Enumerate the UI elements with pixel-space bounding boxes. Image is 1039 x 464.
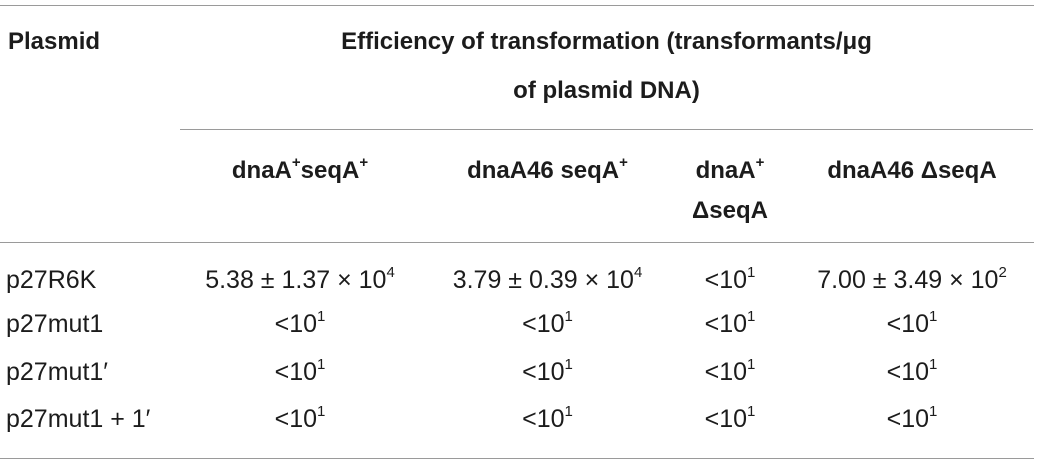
table-cell: <101 (420, 403, 675, 434)
column-header-text: dnaA46 seqA (467, 157, 620, 184)
cell-value: <10 (274, 310, 318, 338)
exponent: 1 (747, 356, 756, 373)
column-header-dnaA-delta-seqA-line1: dnaA+ (675, 154, 785, 185)
table-cell: <101 (785, 403, 1039, 434)
row-label: p27R6K (6, 266, 97, 294)
header-bottom-rule (0, 242, 1034, 243)
superscript: + (755, 154, 765, 171)
exponent: 1 (564, 308, 573, 325)
table-cell: <101 (675, 264, 785, 295)
exponent: 1 (317, 356, 326, 373)
header-efficiency-line2: of plasmid DNA) (513, 77, 700, 104)
cell-value: <10 (522, 358, 565, 386)
column-header-dnaA-delta-seqA-line2: ΔseqA (692, 197, 768, 224)
superscript: + (359, 154, 369, 171)
table-cell: <101 (785, 356, 1039, 387)
cell-value: 7.00 ± 3.49 × 10 (817, 266, 999, 294)
exponent: 2 (998, 264, 1007, 281)
cell-value: <10 (522, 405, 565, 433)
cell-value: <10 (274, 405, 318, 433)
exponent: 4 (633, 264, 643, 281)
column-header-dnaA-seqA: dnaA+seqA+ (180, 154, 420, 185)
exponent: 4 (386, 264, 395, 281)
cell-value: 5.38 ± 1.37 × 10 (205, 266, 387, 294)
cell-value: <10 (704, 405, 748, 433)
table-cell: <101 (785, 308, 1039, 339)
table-cell: <101 (180, 356, 420, 387)
cell-value: <10 (522, 310, 565, 338)
cell-value: <10 (704, 310, 748, 338)
cell-value: 3.79 ± 0.39 × 10 (452, 266, 634, 294)
exponent: 1 (317, 403, 326, 420)
column-header-text: dnaA (231, 157, 292, 184)
table-cell: <101 (675, 403, 785, 434)
table-cell: 5.38 ± 1.37 × 104 (180, 264, 420, 295)
cell-value: <10 (704, 266, 748, 294)
column-header-text: seqA (300, 157, 360, 184)
row-label: p27mut1 (6, 310, 104, 338)
exponent: 1 (929, 308, 938, 325)
exponent: 1 (564, 403, 573, 420)
superscript: + (291, 154, 301, 171)
cell-value: <10 (704, 358, 748, 386)
exponent: 1 (929, 356, 938, 373)
table-bottom-rule (0, 458, 1034, 459)
column-header-dnaA46-seqA: dnaA46 seqA+ (420, 154, 675, 185)
cell-value: <10 (886, 310, 930, 338)
row-label: p27mut1′ (6, 358, 108, 386)
table-cell: <101 (180, 308, 420, 339)
exponent: 1 (317, 308, 326, 325)
cell-value: <10 (886, 358, 930, 386)
table-cell: <101 (420, 356, 675, 387)
cell-value: <10 (886, 405, 930, 433)
column-header-text: dnaA (695, 157, 756, 184)
header-plasmid: Plasmid (8, 28, 101, 55)
table-cell: 3.79 ± 0.39 × 104 (420, 264, 675, 295)
table-cell: <101 (675, 356, 785, 387)
exponent: 1 (564, 356, 573, 373)
superscript: + (619, 154, 628, 171)
row-label: p27mut1 + 1′ (6, 405, 151, 433)
header-span-rule (180, 129, 1033, 130)
exponent: 1 (747, 403, 756, 420)
table-cell: <101 (420, 308, 675, 339)
table-top-rule (0, 5, 1034, 6)
column-header-dnaA46-delta-seqA: dnaA46 ΔseqA (827, 157, 997, 184)
table-cell: 7.00 ± 3.49 × 102 (785, 264, 1039, 295)
exponent: 1 (747, 264, 756, 281)
table-cell: <101 (180, 403, 420, 434)
table-cell: <101 (675, 308, 785, 339)
exponent: 1 (929, 403, 938, 420)
exponent: 1 (747, 308, 756, 325)
header-efficiency-line1: Efficiency of transformation (transforma… (341, 28, 872, 55)
cell-value: <10 (274, 358, 318, 386)
